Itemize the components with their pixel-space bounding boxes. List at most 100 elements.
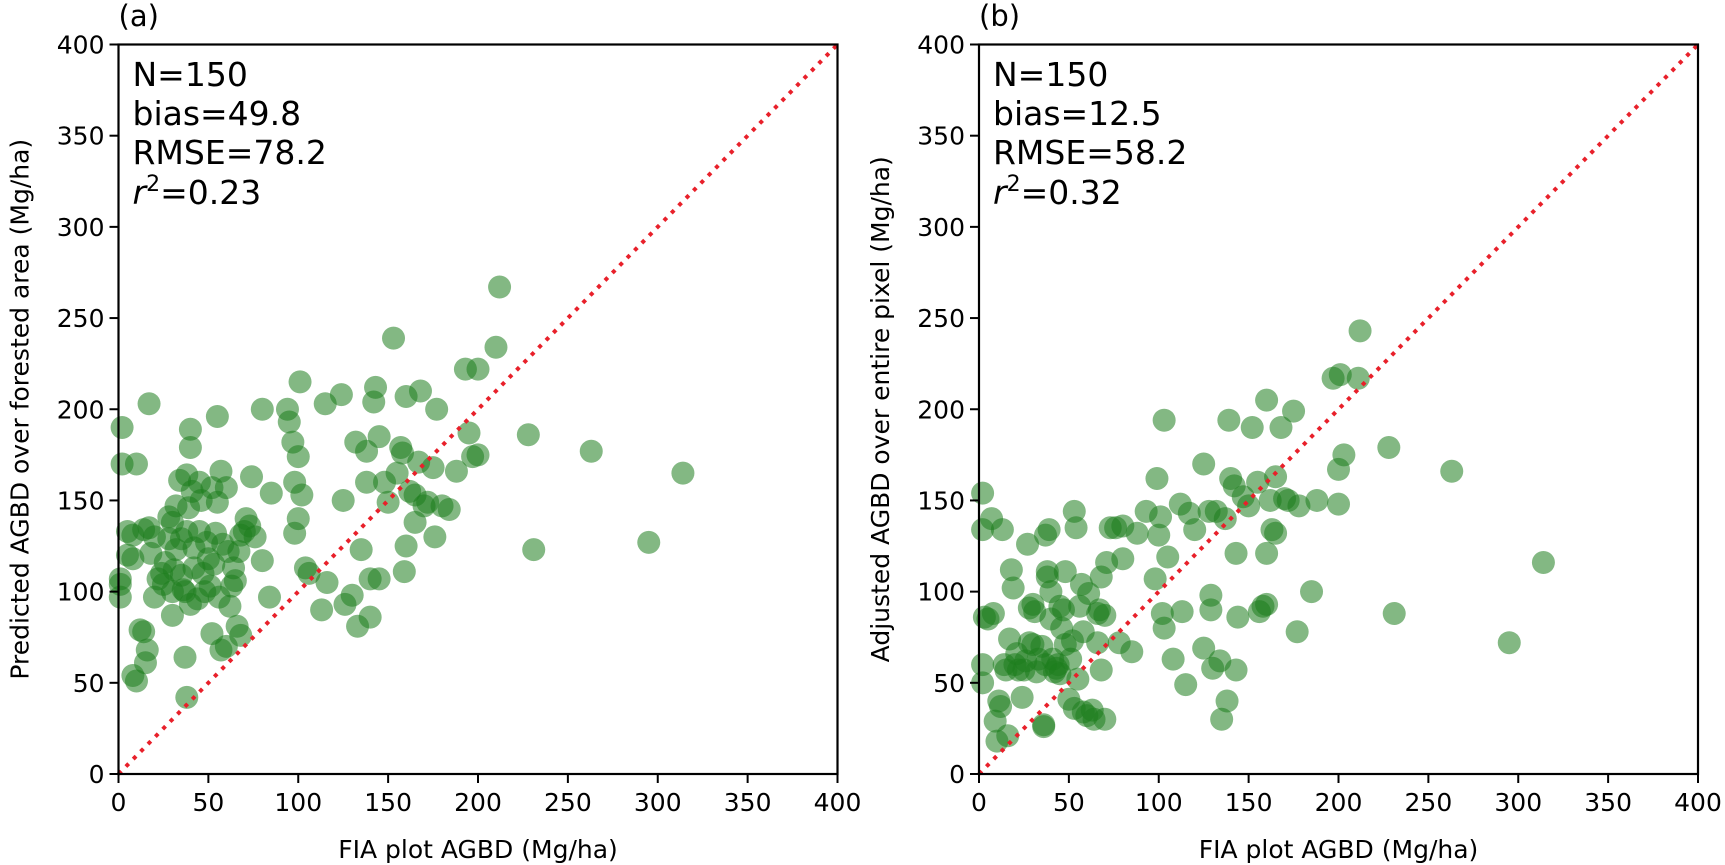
data-point bbox=[1255, 592, 1279, 616]
scatter-points bbox=[971, 319, 1555, 753]
data-point bbox=[484, 335, 508, 359]
data-point bbox=[173, 645, 197, 669]
data-point bbox=[1224, 541, 1248, 565]
x-tick-label: 300 bbox=[1494, 788, 1542, 817]
y-tick-label: 100 bbox=[917, 578, 965, 607]
data-point bbox=[1255, 541, 1279, 565]
data-point bbox=[121, 547, 145, 571]
data-point bbox=[110, 415, 134, 439]
y-axis-label: Adjusted AGBD over entire pixel (Mg/ha) bbox=[866, 156, 895, 662]
data-point bbox=[1093, 603, 1117, 627]
data-point bbox=[205, 405, 229, 429]
scatter-points bbox=[108, 275, 695, 709]
data-point bbox=[218, 594, 242, 618]
data-point bbox=[981, 602, 1005, 626]
data-point bbox=[1064, 516, 1088, 540]
x-tick-label: 350 bbox=[1584, 788, 1632, 817]
data-point bbox=[579, 439, 603, 463]
data-point bbox=[340, 583, 364, 607]
stat-r2-symbol: r bbox=[133, 173, 149, 212]
data-point bbox=[1152, 408, 1176, 432]
data-point bbox=[1264, 521, 1288, 545]
data-point bbox=[522, 538, 546, 562]
y-tick-label: 150 bbox=[917, 486, 965, 515]
data-point bbox=[1192, 452, 1216, 476]
stat-n: N=150 bbox=[133, 55, 248, 94]
data-point bbox=[1264, 465, 1288, 489]
data-point bbox=[240, 465, 264, 489]
data-point bbox=[999, 558, 1023, 582]
data-point bbox=[1111, 547, 1135, 571]
data-point bbox=[457, 421, 481, 445]
x-tick-label: 250 bbox=[544, 788, 592, 817]
data-point bbox=[516, 423, 540, 447]
data-point bbox=[1086, 631, 1110, 655]
data-point bbox=[257, 585, 281, 609]
data-point bbox=[1217, 408, 1241, 432]
data-point bbox=[392, 560, 416, 584]
data-point bbox=[290, 483, 314, 507]
data-point bbox=[1348, 319, 1372, 343]
data-point bbox=[214, 476, 238, 500]
data-point bbox=[1145, 467, 1169, 491]
data-point bbox=[437, 498, 461, 522]
data-point bbox=[385, 461, 409, 485]
data-point bbox=[250, 397, 274, 421]
y-tick-label: 350 bbox=[57, 122, 105, 151]
data-point bbox=[286, 445, 310, 469]
y-tick-label: 300 bbox=[57, 213, 105, 242]
stat-r2: r2=0.23 bbox=[133, 172, 262, 212]
data-point bbox=[444, 459, 468, 483]
data-point bbox=[971, 671, 995, 695]
data-point bbox=[1269, 415, 1293, 439]
data-point bbox=[1240, 415, 1264, 439]
y-tick-label: 250 bbox=[917, 304, 965, 333]
x-axis-label: FIA plot AGBD (Mg/ha) bbox=[338, 835, 618, 864]
data-point bbox=[1001, 576, 1025, 600]
y-tick-label: 0 bbox=[89, 760, 105, 789]
data-point bbox=[425, 397, 449, 421]
data-point bbox=[1246, 470, 1270, 494]
data-point bbox=[259, 481, 283, 505]
x-tick-label: 100 bbox=[1135, 788, 1183, 817]
data-point bbox=[135, 638, 159, 662]
x-tick-label: 100 bbox=[274, 788, 322, 817]
x-tick-label: 400 bbox=[1674, 788, 1722, 817]
y-tick-label: 150 bbox=[57, 486, 105, 515]
data-point bbox=[671, 461, 695, 485]
data-point bbox=[1016, 532, 1040, 556]
data-point bbox=[124, 452, 148, 476]
data-point bbox=[1161, 647, 1185, 671]
data-point bbox=[1327, 492, 1350, 516]
y-tick-label: 50 bbox=[73, 669, 105, 698]
data-point bbox=[971, 481, 995, 505]
x-tick-label: 150 bbox=[364, 788, 412, 817]
stat-rmse: RMSE=58.2 bbox=[993, 133, 1187, 172]
data-point bbox=[1077, 581, 1101, 605]
data-point bbox=[288, 370, 312, 394]
data-point bbox=[1059, 647, 1083, 671]
y-tick-label: 200 bbox=[57, 395, 105, 424]
one-to-one-line bbox=[117, 43, 839, 776]
stat-bias: bias=49.8 bbox=[133, 94, 302, 133]
data-point bbox=[229, 623, 253, 647]
data-point bbox=[250, 549, 274, 573]
data-point bbox=[137, 392, 161, 416]
panel-b: 0 50 100 150 200 250 300 350 400 0 50 100 150 200 250 3… bbox=[866, 0, 1722, 864]
stat-r2-superscript: 2 bbox=[1007, 172, 1021, 197]
data-point bbox=[175, 685, 199, 709]
data-point bbox=[243, 525, 267, 549]
stat-r2-value: =0.32 bbox=[1021, 173, 1122, 212]
data-point bbox=[358, 605, 382, 629]
data-point bbox=[996, 724, 1020, 748]
data-point bbox=[329, 383, 353, 407]
data-point bbox=[1332, 443, 1356, 467]
data-point bbox=[367, 425, 391, 449]
data-point bbox=[1143, 567, 1167, 591]
data-point bbox=[1032, 713, 1056, 737]
y-tick-label: 50 bbox=[933, 669, 965, 698]
data-point bbox=[382, 326, 406, 350]
data-point bbox=[637, 530, 661, 554]
data-point bbox=[349, 538, 373, 562]
